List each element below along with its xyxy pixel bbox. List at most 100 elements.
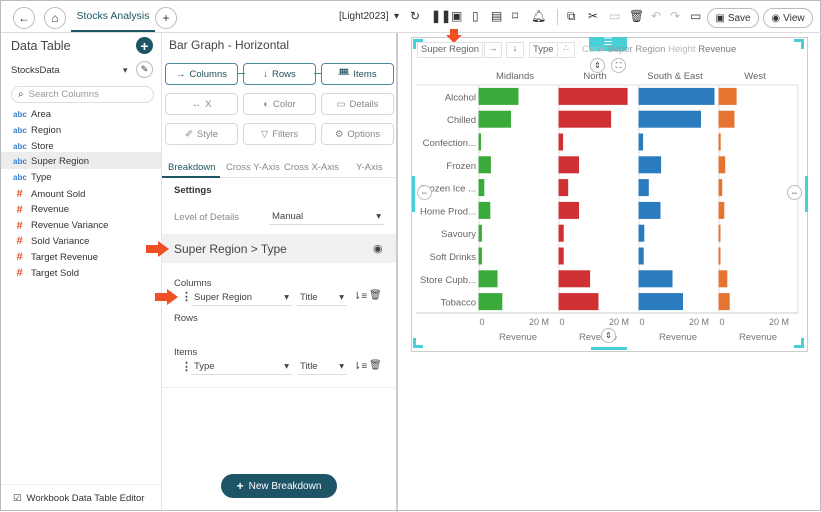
tab-stocks-analysis[interactable]: Stocks Analysis [71, 1, 155, 32]
column-resize-button[interactable]: ⇔ [787, 185, 802, 200]
field-name: Target Revenue [31, 251, 99, 263]
data-source-select[interactable]: StocksData [11, 65, 60, 76]
drag-handle-icon[interactable]: ⋮ [181, 361, 192, 373]
field-item[interactable]: abc Area [13, 109, 51, 120]
view-button[interactable]: ◉ View [763, 8, 813, 28]
resize-corner[interactable] [413, 338, 423, 348]
eye-icon[interactable]: ◉ [373, 243, 383, 255]
row-resize-button[interactable]: ⇕ [601, 328, 616, 343]
tab-cross-y-axis[interactable]: Cross Y-Axis [226, 162, 280, 173]
home-button[interactable]: ⌂ [44, 7, 66, 29]
swap-rows-icon[interactable]: ↓ [506, 42, 524, 58]
excel-icon[interactable]: ▤ [491, 9, 503, 23]
field-item[interactable]: # Target Sold [13, 267, 79, 279]
bar [478, 247, 482, 265]
columns-button[interactable]: → Columns [165, 63, 238, 85]
divider [1, 484, 161, 485]
filters-button[interactable]: ▽ Filters [243, 123, 316, 145]
items-field-value: Type [194, 361, 215, 372]
chevron-down-icon[interactable]: ▾ [123, 65, 128, 75]
maximize-button[interactable]: ⛶ [611, 58, 626, 73]
resize-corner[interactable] [794, 39, 804, 49]
column-resize-button[interactable]: ⇔ [417, 185, 432, 200]
field-item[interactable]: abc Super Region [13, 156, 89, 167]
snapshot-icon[interactable]: ▣ [451, 9, 463, 23]
new-breakdown-button[interactable]: + New Breakdown [221, 474, 337, 498]
undo-icon[interactable]: ↶ [651, 9, 662, 23]
sort-icon[interactable]: ⇂≡ [353, 291, 368, 302]
field-item[interactable]: abc Store [13, 141, 54, 152]
style-button[interactable]: ✐ Style [165, 123, 238, 145]
field-item[interactable]: # Sold Variance [13, 235, 89, 247]
color-value: Super Region [607, 44, 666, 55]
edit-source-button[interactable]: ✎ [136, 61, 153, 78]
panel-splitter[interactable] [396, 33, 398, 512]
pause-icon[interactable]: ❚❚ [431, 9, 452, 23]
resize-vertical-icon: ⇕ [594, 61, 601, 70]
lod-select[interactable]: Manual ▾ [269, 209, 384, 225]
bar [718, 133, 721, 151]
color-button[interactable]: ◐ Color [243, 93, 316, 115]
drag-handle-icon[interactable]: ⋮ [181, 291, 192, 303]
items-title-select[interactable]: Title ▾ [297, 359, 347, 375]
column-field-chip[interactable]: Super Region [417, 42, 484, 58]
resize-corner[interactable] [413, 39, 423, 49]
redo-icon[interactable]: ↷ [670, 9, 681, 23]
tab-cross-x-axis[interactable]: Cross X-Axis [284, 162, 339, 173]
resize-corner[interactable] [794, 338, 804, 348]
category-label: Chilled [447, 115, 476, 126]
delete-icon[interactable]: 🗑︎ [629, 9, 645, 23]
field-item[interactable]: abc Type [13, 172, 52, 183]
data-table-title: Data Table [11, 39, 71, 53]
tab-breakdown[interactable]: Breakdown [168, 162, 216, 173]
columns-title-select[interactable]: Title ▾ [297, 290, 347, 306]
field-item[interactable]: # Revenue Variance [13, 220, 108, 232]
resize-handle[interactable] [412, 176, 415, 212]
field-item[interactable]: # Target Revenue [13, 251, 98, 263]
breakdown-row[interactable] [162, 234, 396, 263]
rows-button[interactable]: ↓ Rows [243, 63, 316, 85]
columns-field-select[interactable]: Super Region ▾ [191, 290, 292, 306]
copy-icon[interactable]: ⧉ [567, 9, 576, 23]
workbook-editor-link[interactable]: ☑ Workbook Data Table Editor [13, 493, 144, 504]
sort-icon[interactable]: ⇂≡ [353, 361, 368, 372]
category-label: Tobacco [441, 298, 476, 309]
category-label: Frozen Ice ... [421, 184, 476, 195]
refresh-icon[interactable]: ↻ [410, 9, 421, 23]
drag-handle[interactable]: ☰ [589, 37, 627, 51]
resize-handle[interactable] [591, 347, 627, 350]
options-button[interactable]: ⚙ Options [321, 123, 394, 145]
trash-icon[interactable]: 🗑︎ [369, 360, 382, 371]
cut-icon[interactable]: ✂ [588, 9, 599, 23]
resize-handle[interactable] [805, 176, 808, 212]
alert-icon[interactable]: 🔔︎ [531, 9, 547, 23]
search-columns-input[interactable]: ⌕ Search Columns [11, 86, 154, 103]
paste-icon[interactable]: ▭ [609, 9, 621, 23]
theme-select[interactable]: [Light2023] ▾ [339, 11, 400, 22]
swap-columns-icon[interactable]: → [484, 42, 502, 58]
comment-icon[interactable]: ▭ [690, 9, 702, 23]
details-button[interactable]: ▭ Details [321, 93, 394, 115]
add-tab-button[interactable]: + [155, 7, 177, 29]
field-item[interactable]: abc Region [13, 125, 61, 136]
field-name: Store [31, 140, 54, 152]
field-item[interactable]: # Amount Sold [13, 188, 85, 200]
x-button[interactable]: ↔ X [165, 93, 238, 115]
lod-value: Manual [272, 211, 304, 222]
facet-label: South & East [647, 71, 703, 82]
items-field-select[interactable]: Type ▾ [191, 359, 292, 375]
back-button[interactable]: ← [13, 7, 35, 29]
scatter-icon[interactable]: ∴ [557, 42, 575, 58]
bar [478, 156, 491, 174]
row-resize-button[interactable]: ⇕ [590, 58, 605, 73]
save-button[interactable]: ▣ Save [707, 8, 759, 28]
field-item[interactable]: # Revenue [13, 204, 69, 216]
bookmark-icon[interactable]: ⌑ [512, 9, 519, 23]
chevron-down-icon: ▾ [339, 292, 344, 303]
expand-icon: ⛶ [615, 60, 622, 70]
tab-y-axis[interactable]: Y-Axis [356, 162, 383, 173]
trash-icon[interactable]: 🗑︎ [369, 290, 382, 301]
pdf-icon[interactable]: ▯ [472, 9, 479, 23]
items-button[interactable]: ᚙ Items [321, 63, 394, 85]
add-data-table-button[interactable]: + [136, 37, 153, 54]
